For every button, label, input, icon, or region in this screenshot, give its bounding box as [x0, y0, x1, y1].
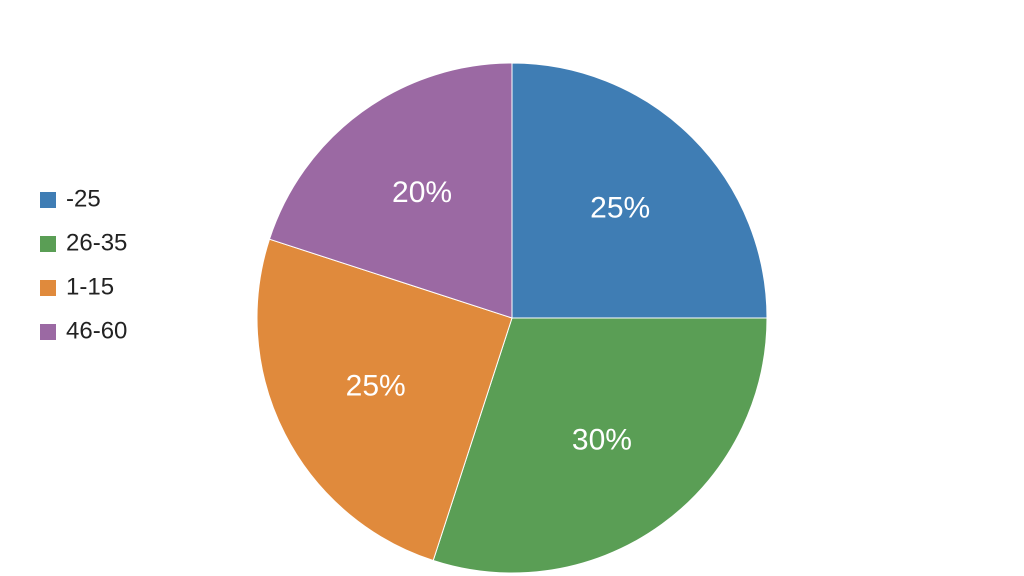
legend-label: 46-60: [66, 317, 127, 344]
value-label: 20%: [392, 176, 452, 209]
legend-label: -25: [66, 185, 101, 212]
pie-slice: [268, 62, 513, 319]
legend-swatch: [40, 324, 56, 340]
legend-label: 26-35: [66, 229, 127, 256]
legend-swatch: [40, 280, 56, 296]
legend-label: 1-15: [66, 273, 114, 300]
pie-slice: [432, 317, 768, 574]
pie-slice: [511, 62, 768, 319]
legend-swatch: [40, 192, 56, 208]
value-label: 25%: [346, 369, 406, 402]
legend-swatch: [40, 236, 56, 252]
pie-slice: [256, 238, 513, 562]
value-label: 30%: [572, 424, 632, 457]
value-label: 25%: [590, 192, 650, 225]
